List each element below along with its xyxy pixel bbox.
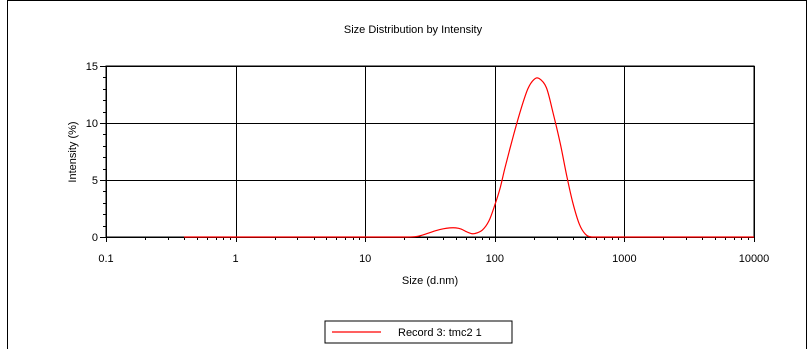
plot-area [105,65,755,238]
chart-title: Size Distribution by Intensity [344,24,483,36]
y-axis-label: Intensity (%) [67,121,79,182]
x-tick-label: 10 [359,253,371,265]
grid [106,66,755,238]
legend-label: Record 3: tmc2 1 [398,327,482,339]
y-tick-label: 5 [92,175,98,187]
x-tick-label: 100 [486,253,504,265]
y-tick-label: 0 [92,232,98,244]
x-tick-label: 1 [233,253,239,265]
x-tick-label: 1000 [612,253,636,265]
x-tick-labels: 0.1 1 10 100 1000 10000 [98,253,769,265]
x-axis-label: Size (d.nm) [402,275,458,287]
y-tick-label: 15 [86,61,98,73]
series-line-0 [184,77,754,238]
y-tick-labels: 0 5 10 15 [86,61,98,244]
legend: Record 3: tmc2 1 [324,320,513,344]
y-tick-label: 10 [86,118,98,130]
x-tick-label: 0.1 [98,253,113,265]
legend-box [324,320,513,344]
series-layer [184,77,754,238]
x-tick-label: 10000 [739,253,770,265]
minor-ticks [100,66,755,242]
chart-frame [7,0,807,349]
